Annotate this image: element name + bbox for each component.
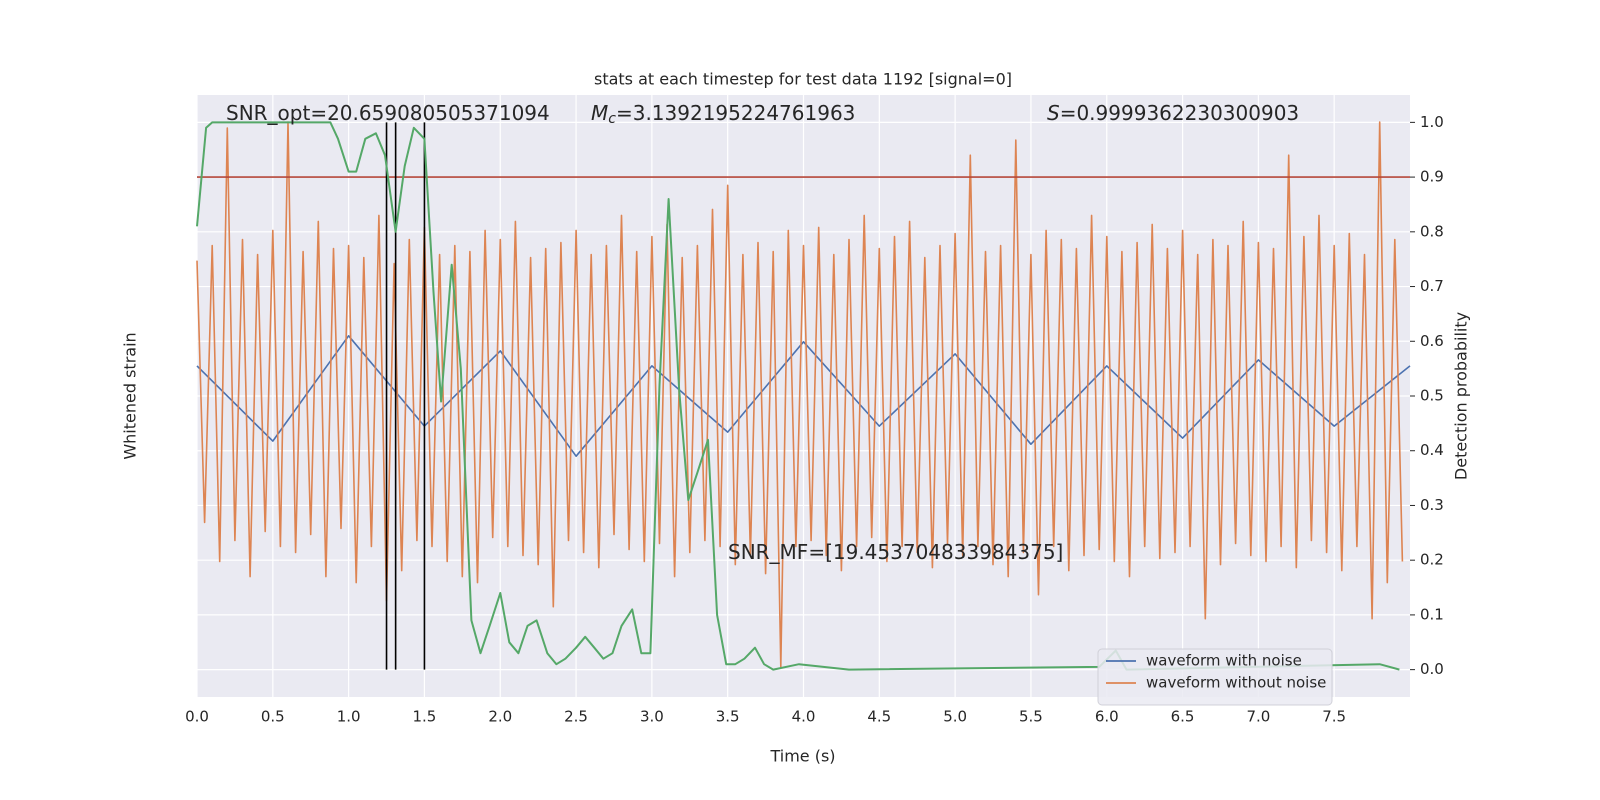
x-axis-label: Time (s) [769, 747, 835, 766]
legend-label: waveform without noise [1146, 674, 1326, 692]
annotation: SNR_MF=[19.453704833984375] [728, 540, 1063, 564]
annotation: S=0.9999362230300903 [1047, 101, 1299, 125]
annotation-subscript: c [608, 111, 616, 127]
y2-tick-label: 0.8 [1420, 222, 1444, 240]
y2-tick-label: 0.3 [1420, 496, 1444, 514]
x-tick-label: 7.5 [1322, 708, 1346, 726]
x-tick-label: 0.5 [261, 708, 285, 726]
series-line [196, 121, 1404, 668]
y2-tick-label: 0.2 [1420, 551, 1444, 569]
x-tick-label: 5.5 [1019, 708, 1043, 726]
legend-box [1097, 648, 1333, 706]
annotation: SNR_opt=20.659080505371094 [226, 101, 550, 125]
annotation-text: =0.9999362230300903 [1060, 101, 1299, 125]
x-tick-label: 3.5 [716, 708, 740, 726]
annotation-text: SNR_MF=[19.453704833984375] [728, 540, 1063, 564]
x-tick-label: 6.5 [1171, 708, 1195, 726]
x-tick-label: 6.0 [1095, 708, 1119, 726]
series-line [196, 335, 1411, 457]
y2-tick-label: 0.9 [1420, 168, 1444, 186]
x-tick-label: 1.5 [413, 708, 437, 726]
y-axis-label: Whitened strain [121, 332, 140, 459]
x-tick-label: 3.0 [640, 708, 664, 726]
x-tick-label: 4.5 [867, 708, 891, 726]
x-tick-label: 5.0 [943, 708, 967, 726]
x-tick-label: 4.0 [792, 708, 816, 726]
y2-tick-label: 0.5 [1420, 387, 1444, 405]
annotation-symbol: M [591, 101, 608, 125]
y2-tick-label: 0.4 [1420, 441, 1444, 459]
annotation: Mc=3.1392195224761963 [591, 101, 855, 128]
x-tick-label: 7.0 [1246, 708, 1270, 726]
chart-title: stats at each timestep for test data 119… [594, 70, 1012, 89]
x-tick-label: 2.5 [564, 708, 588, 726]
y2-tick-label: 0.7 [1420, 277, 1444, 295]
series-line [196, 121, 1400, 671]
y2-tick-label: 0.1 [1420, 605, 1444, 623]
y2-tick-label: 1.0 [1420, 113, 1444, 131]
annotation-text: SNR_opt=20.659080505371094 [226, 101, 550, 125]
y2-tick-label: 0.6 [1420, 332, 1444, 350]
legend-label: waveform with noise [1146, 652, 1302, 670]
annotation-symbol: S [1047, 101, 1060, 125]
y2-axis-label: Detection probability [1452, 312, 1471, 480]
annotation-text: =3.1392195224761963 [616, 101, 855, 125]
x-tick-label: 2.0 [488, 708, 512, 726]
x-tick-label: 0.0 [185, 708, 209, 726]
y2-tick-label: 0.0 [1420, 660, 1444, 678]
x-tick-label: 1.0 [337, 708, 361, 726]
